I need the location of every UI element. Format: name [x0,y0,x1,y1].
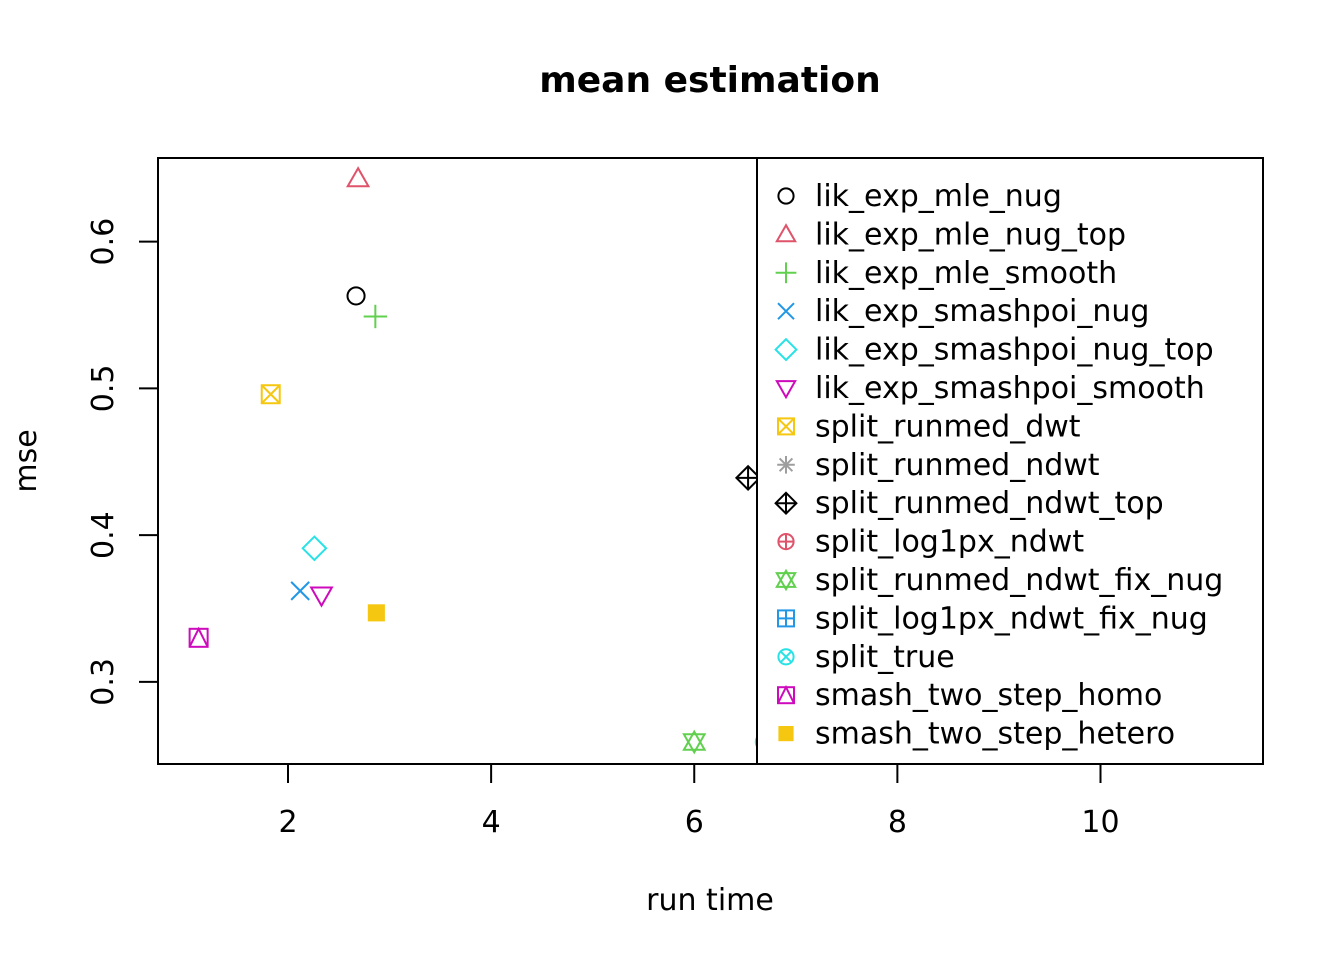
y-axis-label: mse [9,429,44,492]
legend-label: smash_two_step_hetero [815,717,1175,752]
point-smash_two_step_hetero [367,604,385,622]
legend-label: split_runmed_ndwt_top [815,486,1164,521]
legend-label: split_runmed_dwt [815,409,1081,444]
x-tick-label: 2 [278,805,297,840]
legend-label: split_log1px_ndwt [815,525,1084,560]
legend-label: lik_exp_mle_nug [815,179,1062,214]
legend-symbol-lik_exp_smashpoi_nug [777,302,795,320]
legend-symbol-lik_exp_mle_nug [777,187,795,205]
y-tick-label: 0.6 [86,218,121,266]
legend-symbol-smash_two_step_homo [777,684,795,705]
legend-label: lik_exp_smashpoi_nug [815,294,1149,329]
legend-symbol-split_runmed_dwt [777,417,795,436]
legend-symbol-split_runmed_ndwt [777,456,795,474]
point-split_runmed_ndwt_fix_nug [682,729,707,755]
legend-symbol-split_log1px_ndwt [777,533,795,551]
y-tick-label: 0.3 [86,658,121,706]
legend-box [756,157,1264,765]
legend-label: lik_exp_mle_smooth [815,256,1117,291]
legend-symbol-split_runmed_ndwt_top [774,491,798,516]
legend-symbol-split_true [777,648,795,666]
chart-title: mean estimation [539,60,881,101]
point-lik_exp_mle_smooth [363,304,388,329]
data-points [188,166,774,755]
legend-label: split_runmed_ndwt [815,448,1100,483]
legend-label: split_log1px_ndwt_fix_nug [815,601,1208,636]
legend-symbol-lik_exp_mle_nug_top [775,223,797,243]
point-lik_exp_smashpoi_nug [290,581,310,601]
point-smash_two_step_homo [188,626,209,648]
legend-symbol-lik_exp_smashpoi_nug_top [774,337,798,362]
point-split_runmed_ndwt_top [734,464,762,491]
point-split_runmed_dwt [260,384,281,405]
x-axis-label: run time [646,883,774,918]
y-tick-label: 0.5 [86,365,121,413]
legend-label: split_true [815,640,955,675]
point-lik_exp_mle_nug [346,286,366,306]
y-axis: 0.3 0.4 0.5 0.6 [86,218,158,706]
y-tick-label: 0.4 [86,511,121,559]
legend-label: smash_two_step_homo [815,678,1162,713]
legend-label: split_runmed_ndwt_fix_nug [815,563,1223,598]
point-lik_exp_smashpoi_smooth [309,586,334,608]
x-tick-label: 6 [685,805,704,840]
x-tick-label: 10 [1081,805,1119,840]
legend-label: lik_exp_mle_nug_top [815,217,1126,252]
x-axis: 2 4 6 8 10 [278,764,1120,840]
legend-symbol-split_runmed_ndwt_fix_nug [775,568,797,592]
legend-label: lik_exp_smashpoi_smooth [815,371,1205,406]
legend-symbol-lik_exp_smashpoi_smooth [775,380,797,400]
legend-symbol-split_log1px_ndwt_fix_nug [777,609,795,628]
point-lik_exp_smashpoi_nug_top [301,535,328,562]
point-lik_exp_mle_nug_top [346,166,371,188]
legend-symbol-lik_exp_mle_smooth [775,262,797,284]
x-tick-label: 8 [888,805,907,840]
legend-label: lik_exp_smashpoi_nug_top [815,333,1214,368]
legend-symbol-smash_two_step_hetero [778,726,794,742]
x-tick-label: 4 [482,805,501,840]
